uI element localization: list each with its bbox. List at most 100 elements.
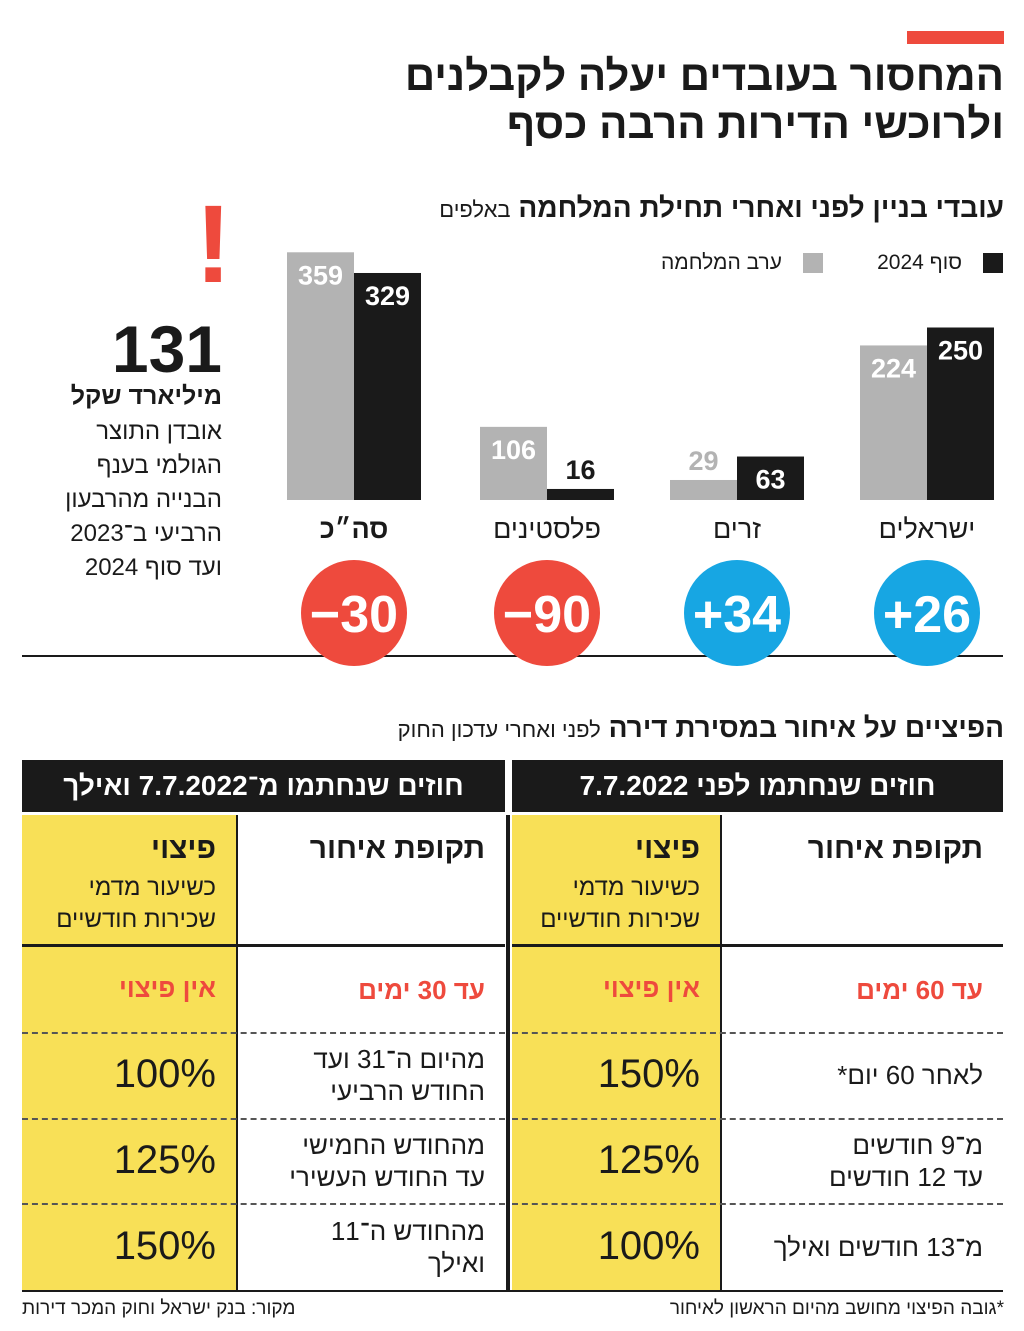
comp-cell: 150% [597, 1052, 700, 1096]
delay-cell: מ־9 חודשים [852, 1129, 983, 1160]
category-label: פלסטינים [493, 514, 601, 544]
comp-column-bg [22, 815, 236, 1290]
comp-column-bg [512, 815, 720, 1290]
comp-cell: 100% [113, 1052, 216, 1096]
value-label: 106 [491, 435, 536, 465]
accent-bar [907, 31, 1004, 44]
delay-cell: מ־13 חודשים ואילך [773, 1231, 983, 1262]
annotation-value: 131 [111, 312, 222, 386]
difference-circle [684, 560, 790, 666]
comp-subheader: כשיעור מדמי [88, 874, 216, 901]
bar [860, 345, 927, 500]
delay-cell: מהיום ה־31 ועד [313, 1044, 485, 1074]
table-subtitle: לפני ואחרי עדכון החוק [397, 717, 601, 742]
bar [927, 327, 994, 500]
difference-label: −90 [503, 586, 591, 644]
row-divider [22, 1118, 505, 1120]
delay-cell: עד 12 חודשים [828, 1161, 983, 1192]
title-line: ולרוכשי הדירות הרבה כסף [506, 100, 1004, 147]
value-label: 359 [298, 260, 343, 290]
delay-header: תקופת איחור [309, 832, 485, 865]
header-rule [512, 944, 1003, 947]
annotation-unit: מיליארד שקל [70, 382, 222, 410]
chart-unit: באלפים [439, 197, 511, 222]
bar [670, 479, 737, 500]
value-label: 250 [938, 336, 983, 366]
header-rule [22, 944, 505, 947]
delay-cell: עד 30 ימים [358, 975, 485, 1005]
comp-cell: אין פיצוי [119, 973, 216, 1003]
category-label: זרים [713, 514, 761, 544]
delay-cell: לאחר 60 יום* [837, 1060, 983, 1090]
comp-subheader: שכירות חודשיים [56, 906, 216, 933]
chart-title: עובדי בניין לפני ואחרי תחילת המלחמה [518, 192, 1004, 223]
value-label: 329 [365, 281, 410, 311]
category-label: ישראלים [879, 514, 976, 544]
table-bottom-rule [22, 1290, 1003, 1292]
divider [22, 655, 1003, 657]
annotation-line: הבנייה מהרבעון [65, 486, 222, 513]
table-header-bg [22, 760, 505, 812]
delay-cell: ואילך [428, 1247, 485, 1278]
delay-header: תקופת איחור [807, 832, 983, 865]
column-divider [236, 815, 238, 1290]
table-heading: חוזים שנחתמו מ־7.7.2022 ואילך [63, 770, 464, 801]
difference-label: +26 [883, 586, 971, 644]
difference-circle [874, 560, 980, 666]
comp-cell: אין פיצוי [603, 973, 700, 1003]
legend-swatch [803, 253, 823, 273]
row-divider [512, 1032, 1003, 1034]
difference-circle [494, 560, 600, 666]
comp-cell: 125% [113, 1137, 216, 1182]
value-label: 29 [688, 446, 718, 476]
annotation-line: הרביעי ב־2023 [70, 520, 222, 547]
comp-subheader: שכירות חודשיים [540, 906, 700, 933]
difference-label: +34 [693, 586, 781, 644]
comp-cell: 125% [597, 1137, 700, 1182]
table-header-bg [512, 760, 1003, 812]
table-heading: חוזים שנחתמו לפני 7.7.2022 [579, 770, 936, 801]
row-divider [512, 1203, 1003, 1205]
bar [547, 488, 614, 500]
exclamation: ! [195, 183, 232, 306]
bar [737, 456, 804, 500]
category-label: סה״כ [320, 514, 389, 544]
title-line: המחסור בעובדים יעלה לקבלנים [404, 52, 1004, 99]
comp-cell: 150% [113, 1223, 216, 1268]
delay-cell: עד החודש העשירי [289, 1161, 485, 1192]
comp-header: פיצוי [635, 832, 700, 865]
difference-circle [301, 560, 407, 666]
annotation-line: הגולמי בענף [96, 452, 222, 479]
value-label: 63 [755, 465, 785, 495]
value-label: 224 [871, 353, 916, 383]
bar [287, 252, 354, 500]
annotation-line: ועד סוף 2024 [84, 554, 222, 581]
delay-cell: מהחודש החמישי [302, 1129, 485, 1160]
bar [480, 426, 547, 500]
table-title: הפיציים על איחור במסירת דירה [608, 712, 1004, 743]
comp-header: פיצוי [151, 832, 216, 865]
table-heading: הפיציים על איחור במסירת דירה לפני ואחרי … [398, 712, 1004, 744]
legend-swatch [983, 253, 1003, 273]
legend-label: ערב המלחמה [660, 251, 782, 274]
source: מקור: בנק ישראל וחוק המכר דירות [22, 1298, 296, 1319]
row-divider [22, 1032, 505, 1034]
difference-label: −30 [310, 586, 398, 644]
bar [354, 272, 421, 500]
column-divider [720, 815, 722, 1290]
delay-cell: עד 60 ימים [856, 975, 983, 1005]
row-divider [22, 1203, 505, 1205]
delay-cell: מהחודש ה־11 [330, 1215, 485, 1246]
delay-cell: החודש הרביעי [330, 1076, 485, 1106]
chart-heading: עובדי בניין לפני ואחרי תחילת המלחמה באלפ… [439, 192, 1004, 224]
value-label: 16 [565, 455, 595, 485]
legend-label: סוף 2024 [877, 251, 962, 274]
footnote: *גובה הפיצוי מחושב מהיום הראשון לאיחור [669, 1298, 1004, 1319]
comp-cell: 100% [597, 1223, 700, 1268]
row-divider [512, 1118, 1003, 1120]
annotation-line: אובדן התוצר [96, 418, 222, 445]
comp-subheader: כשיעור מדמי [572, 874, 700, 901]
block-divider [506, 815, 510, 1290]
